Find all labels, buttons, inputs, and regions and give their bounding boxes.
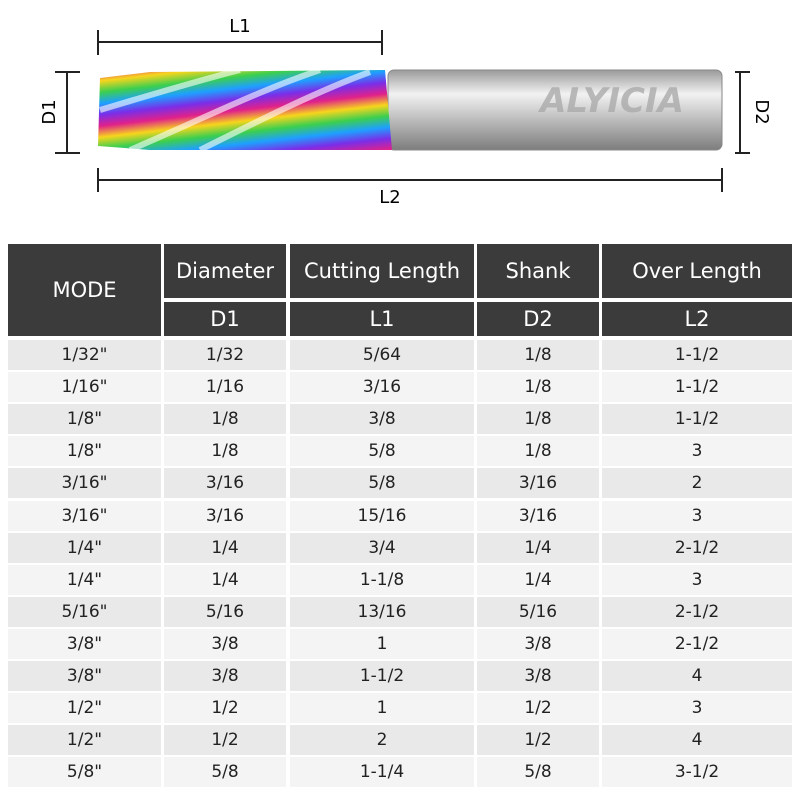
table-cell: 3/8 bbox=[164, 628, 286, 659]
table-cell: 5/16" bbox=[8, 596, 161, 627]
table-cell: 5/8 bbox=[164, 757, 286, 788]
table-cell: 3/16" bbox=[8, 500, 161, 531]
table-cell: 1/4 bbox=[164, 532, 286, 563]
table-cell: 3 bbox=[602, 693, 792, 724]
table-cell: 4 bbox=[602, 725, 792, 756]
table-cell: 3/8 bbox=[477, 628, 599, 659]
table-cell: 1/4 bbox=[477, 564, 599, 595]
label-l2: L2 bbox=[379, 187, 400, 208]
table-cell: 3/16 bbox=[477, 500, 599, 531]
header-cell: Shank bbox=[477, 244, 599, 298]
table-cell: 1-1/2 bbox=[602, 404, 792, 435]
table-cell: 15/16 bbox=[290, 500, 474, 531]
table-cell: 1 bbox=[290, 628, 474, 659]
table-cell: 5/8 bbox=[290, 468, 474, 499]
table-cell: 3/4 bbox=[290, 532, 474, 563]
table-cell: 2 bbox=[602, 468, 792, 499]
table-cell: 1/8 bbox=[477, 404, 599, 435]
table-cell: 3 bbox=[602, 564, 792, 595]
label-d2: D2 bbox=[751, 99, 772, 124]
tool-diagram: ALYICIA L1 L2 D1 D2 bbox=[39, 16, 772, 208]
header-symbol: D1 bbox=[164, 302, 286, 336]
table-cell: 4 bbox=[602, 661, 792, 692]
table-cell: 1/2 bbox=[164, 725, 286, 756]
table-cell: 3/16 bbox=[477, 468, 599, 499]
table-cell: 3 bbox=[602, 500, 792, 531]
header-cell: Diameter bbox=[164, 244, 286, 298]
label-d1: D1 bbox=[39, 99, 60, 124]
table-cell: 3-1/2 bbox=[602, 757, 792, 788]
table-cell: 5/64 bbox=[290, 340, 474, 371]
table-cell: 1/2 bbox=[164, 693, 286, 724]
table-cell: 2-1/2 bbox=[602, 532, 792, 563]
label-l1: L1 bbox=[229, 16, 250, 37]
table-cell: 1/8 bbox=[477, 372, 599, 403]
table-cell: 1/16" bbox=[8, 372, 161, 403]
table-cell: 1-1/2 bbox=[602, 340, 792, 371]
table-cell: 5/8 bbox=[290, 436, 474, 467]
brand: ALYICIA bbox=[537, 81, 684, 121]
table-cell: 3/8 bbox=[164, 661, 286, 692]
table-cell: 3/16" bbox=[8, 468, 161, 499]
table-cell: 1-1/2 bbox=[602, 372, 792, 403]
table-cell: 1/2 bbox=[477, 725, 599, 756]
table-cell: 2 bbox=[290, 725, 474, 756]
table-cell: 5/8 bbox=[477, 757, 599, 788]
table-cell: 2-1/2 bbox=[602, 596, 792, 627]
dimension-lines bbox=[55, 30, 750, 192]
table-cell: 1/4" bbox=[8, 564, 161, 595]
table-cell: 5/16 bbox=[477, 596, 599, 627]
table-cell: 1/32 bbox=[164, 340, 286, 371]
header-symbol: L2 bbox=[602, 302, 792, 336]
table-cell: 1-1/8 bbox=[290, 564, 474, 595]
header-cell: Cutting Length bbox=[290, 244, 474, 298]
table-cell: 1/2" bbox=[8, 725, 161, 756]
header-symbol: L1 bbox=[290, 302, 474, 336]
table-cell: 1/8 bbox=[477, 340, 599, 371]
table-cell: 3/8" bbox=[8, 661, 161, 692]
table-cell: 1/8" bbox=[8, 404, 161, 435]
table-cell: 1/2 bbox=[477, 693, 599, 724]
table-cell: 1/32" bbox=[8, 340, 161, 371]
table-cell: 3/16 bbox=[290, 372, 474, 403]
header-symbol: D2 bbox=[477, 302, 599, 336]
table-cell: 1/4 bbox=[164, 564, 286, 595]
table-cell: 1-1/4 bbox=[290, 757, 474, 788]
table-cell: 1/2" bbox=[8, 693, 161, 724]
table-cell: 1/4 bbox=[477, 532, 599, 563]
table-cell: 5/8" bbox=[8, 757, 161, 788]
table-cell: 1/16 bbox=[164, 372, 286, 403]
table-cell: 1/4" bbox=[8, 532, 161, 563]
table-cell: 1-1/2 bbox=[290, 661, 474, 692]
flute-highlight bbox=[99, 67, 372, 153]
table-cell: 5/16 bbox=[164, 596, 286, 627]
table-cell: 3/16 bbox=[164, 500, 286, 531]
table-cell: 1 bbox=[290, 693, 474, 724]
table-cell: 3/8 bbox=[290, 404, 474, 435]
table-cell: 13/16 bbox=[290, 596, 474, 627]
table-cell: 1/8 bbox=[164, 404, 286, 435]
table-cell: 3/16 bbox=[164, 468, 286, 499]
table-cell: 1/8 bbox=[477, 436, 599, 467]
table-cell: 3/8 bbox=[477, 661, 599, 692]
table-cell: 3 bbox=[602, 436, 792, 467]
table-cell: 3/8" bbox=[8, 628, 161, 659]
header-cell: Over Length bbox=[602, 244, 792, 298]
table-cell: 1/8 bbox=[164, 436, 286, 467]
header-cell: MODE bbox=[8, 244, 161, 336]
table-cell: 2-1/2 bbox=[602, 628, 792, 659]
table-cell: 1/8" bbox=[8, 436, 161, 467]
